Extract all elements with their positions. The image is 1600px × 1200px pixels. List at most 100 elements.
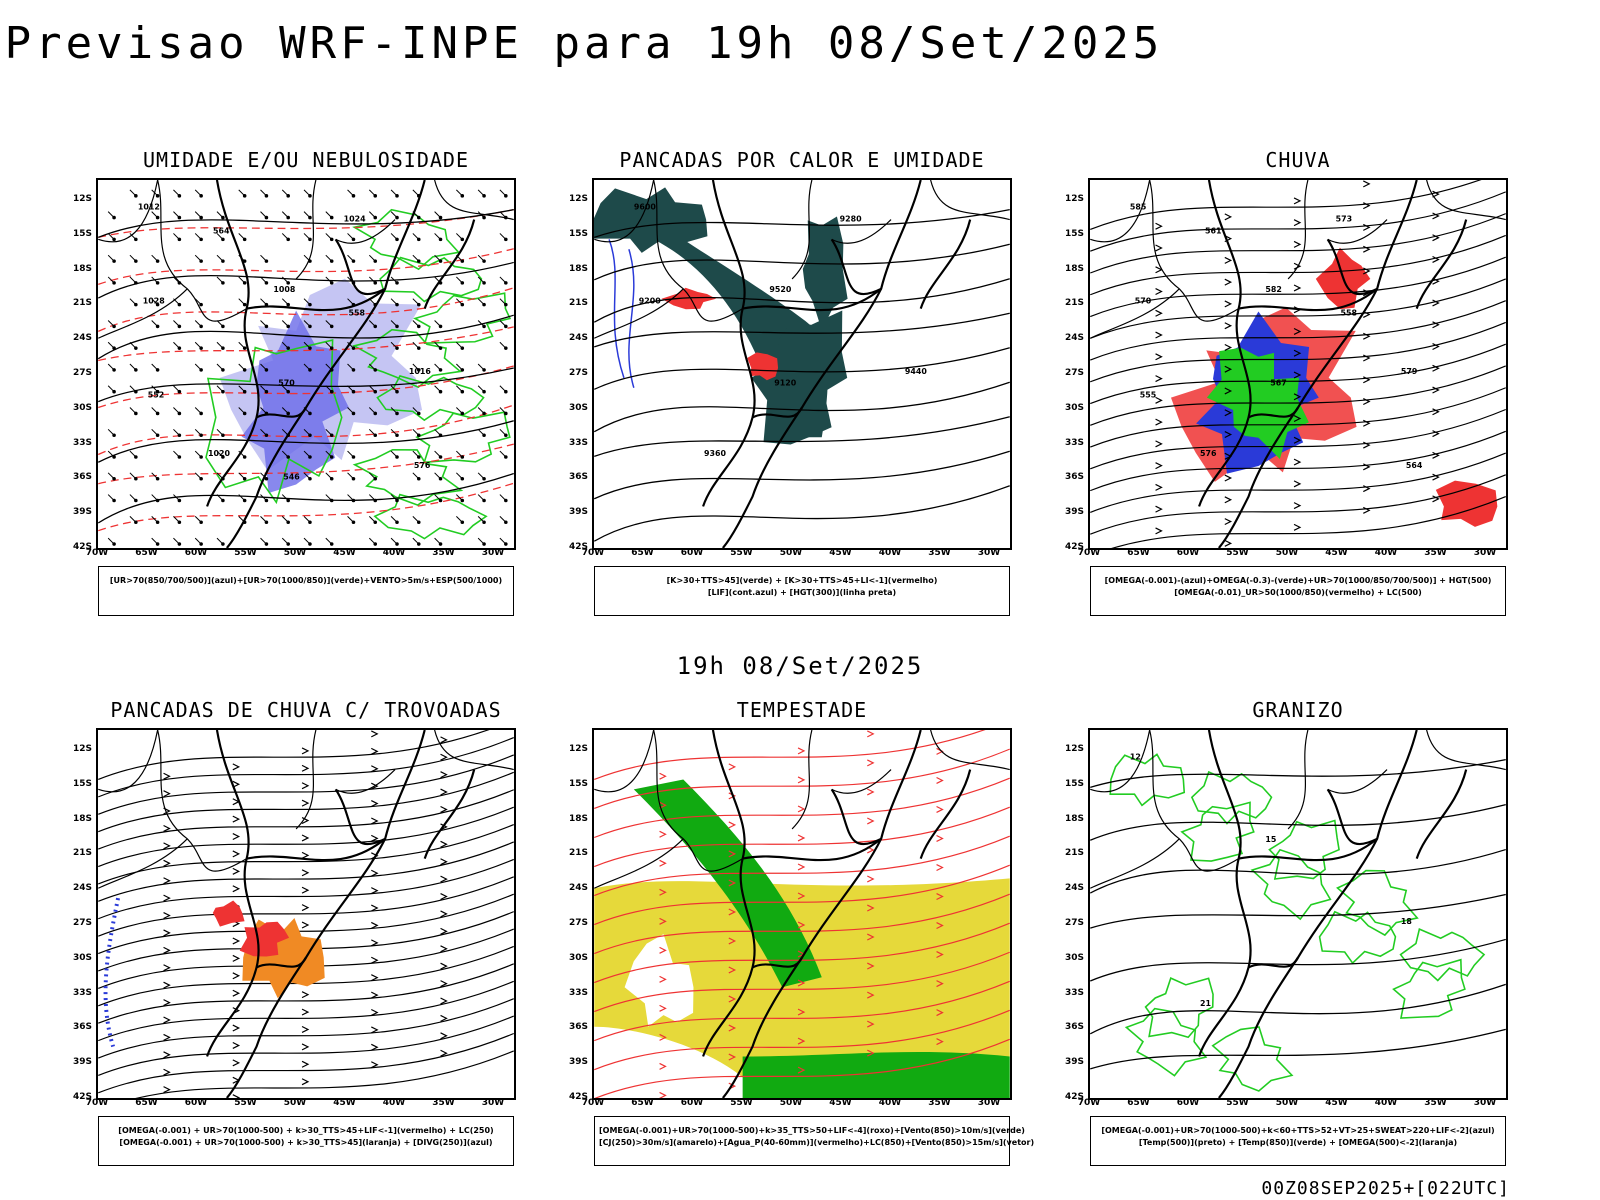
latitude-label: 33S <box>568 987 588 998</box>
latitude-label: 30S <box>72 952 92 963</box>
legend-line: [UR>70(850/700/500)](azul)+[UR>70(1000/8… <box>109 576 503 585</box>
country-borders <box>206 730 476 1098</box>
latitude-label: 24S <box>568 883 588 894</box>
latitude-label: 27S <box>568 368 588 378</box>
latitude-label: 12S <box>72 194 92 204</box>
contour-label: 1016 <box>409 367 432 376</box>
latitude-label: 39S <box>1064 507 1084 518</box>
latitude-label: 33S <box>72 437 92 448</box>
streamlines <box>1090 180 1506 548</box>
latitude-label: 33S <box>568 437 588 448</box>
longitude-label: 45W <box>333 548 356 558</box>
latitude-label: 30S <box>72 402 92 413</box>
legend-line: [OMEGA(-0.001)+UR>70(1000-500)+k<60+TTS>… <box>1101 1126 1495 1135</box>
latitude-label: 33S <box>1064 437 1084 448</box>
latitude-label: 33S <box>1064 987 1084 998</box>
contour-label: 582 <box>1265 285 1282 294</box>
latitude-label: 36S <box>1064 1022 1084 1033</box>
contour-label: 570 <box>1135 297 1152 306</box>
footer-code: 00Z08SEP2025+[022UTC] <box>1261 1178 1510 1199</box>
latitude-label: 12S <box>568 744 588 754</box>
latitude-label: 27S <box>1064 368 1084 378</box>
contour-label: 558 <box>1341 309 1358 318</box>
longitude-label: 35W <box>928 1098 951 1108</box>
state-borders <box>594 730 1010 889</box>
latitude-label: 12S <box>568 194 588 204</box>
contour-label: 1020 <box>208 449 231 458</box>
contour-label: 570 <box>278 379 295 388</box>
latitude-label: 39S <box>72 507 92 518</box>
contour-label: 576 <box>414 461 431 470</box>
latitude-label: 30S <box>1064 402 1084 413</box>
contour-label: 567 <box>1270 379 1287 388</box>
latitude-label: 12S <box>1064 744 1084 754</box>
longitude-label: 50W <box>779 548 803 558</box>
longitude-label: 45W <box>333 1098 356 1108</box>
contour-label: 561 <box>1205 226 1222 235</box>
latitude-label: 24S <box>72 883 92 894</box>
contour-label: 9440 <box>905 367 928 376</box>
longitude-label: 50W <box>1275 1098 1299 1108</box>
map-canvas: 12 15 18 21 <box>1090 730 1506 1098</box>
country-borders <box>206 180 476 548</box>
latitude-label: 27S <box>72 368 92 378</box>
map-frame <box>592 728 1012 1100</box>
latitude-label: 24S <box>1064 883 1084 894</box>
panel-title: TEMPESTADE <box>736 698 868 722</box>
latitude-label: 18S <box>1064 263 1084 274</box>
longitude-label: 65W <box>135 548 158 558</box>
longitude-label: 60W <box>184 1098 208 1108</box>
latitude-label: 15S <box>568 228 588 239</box>
map-frame: 585 582 579 576 573 570 567 564 561 558 555 <box>1088 178 1508 550</box>
longitude-label: 30W <box>481 1098 505 1108</box>
map-canvas <box>594 730 1010 1098</box>
map-frame <box>96 728 516 1100</box>
latitude-label: 24S <box>568 333 588 344</box>
contour-labels: 585 582 579 576 573 570 567 564 561 558 555 <box>1130 203 1423 470</box>
latitude-label: 39S <box>72 1057 92 1068</box>
panel-title: UMIDADE E/OU NEBULOSIDADE <box>142 148 470 172</box>
map-canvas: 9600 9520 9440 9360 9280 9200 9120 <box>594 180 1010 548</box>
longitude-label: 35W <box>1424 548 1447 558</box>
latitude-label: 21S <box>1064 848 1084 859</box>
latitude-label: 36S <box>568 472 588 483</box>
state-borders <box>1090 180 1506 339</box>
latitude-label: 42S <box>568 1092 588 1102</box>
latitude-label: 42S <box>1064 1092 1084 1102</box>
latitude-label: 27S <box>568 918 588 928</box>
longitude-label: 30W <box>977 1098 1001 1108</box>
contour-label: 1012 <box>138 203 160 212</box>
latitude-label: 30S <box>568 952 588 963</box>
contour-label: 12 <box>1130 753 1141 762</box>
longitude-label: 70W <box>85 1098 109 1108</box>
map-canvas: 585 582 579 576 573 570 567 564 561 558 555 <box>1090 180 1506 548</box>
map-canvas <box>98 730 514 1098</box>
legend-box: [UR>70(850/700/500)](azul)+[UR>70(1000/8… <box>98 566 514 616</box>
longitude-label: 40W <box>878 1098 902 1108</box>
longitude-label: 60W <box>680 1098 704 1108</box>
latitude-label: 21S <box>72 848 92 859</box>
country-borders <box>1198 180 1468 548</box>
latitude-label: 42S <box>568 542 588 552</box>
latitude-label: 15S <box>568 778 588 789</box>
longitude-label: 55W <box>730 548 753 558</box>
streamlines <box>594 730 1010 1098</box>
map-frame: 1012 1008 1016 1020 1024 1028 570 576 564 558 552 5… <box>96 178 516 550</box>
latitude-label: 24S <box>1064 333 1084 344</box>
temp-850-contours <box>1109 753 1486 1092</box>
legend-box: [OMEGA(-0.001)+UR>70(1000-500)+k<60+TTS>… <box>1090 1116 1506 1166</box>
contour-label: 555 <box>1140 391 1157 400</box>
longitude-label: 35W <box>1424 1098 1447 1108</box>
panel-title: GRANIZO <box>1252 698 1344 722</box>
longitude-label: 55W <box>1226 1098 1249 1108</box>
latitude-label: 21S <box>72 298 92 309</box>
latitude-label: 33S <box>72 987 92 998</box>
longitude-label: 30W <box>481 548 505 558</box>
contour-label: 573 <box>1336 215 1353 224</box>
latitude-label: 42S <box>72 542 92 552</box>
longitude-label: 45W <box>1325 1098 1348 1108</box>
contour-label: 9120 <box>774 379 797 388</box>
map-frame: 9600 9520 9440 9360 9280 9200 9120 <box>592 178 1012 550</box>
contour-label: 552 <box>148 391 165 400</box>
contour-labels: 9600 9520 9440 9360 9280 9200 9120 <box>634 203 928 458</box>
